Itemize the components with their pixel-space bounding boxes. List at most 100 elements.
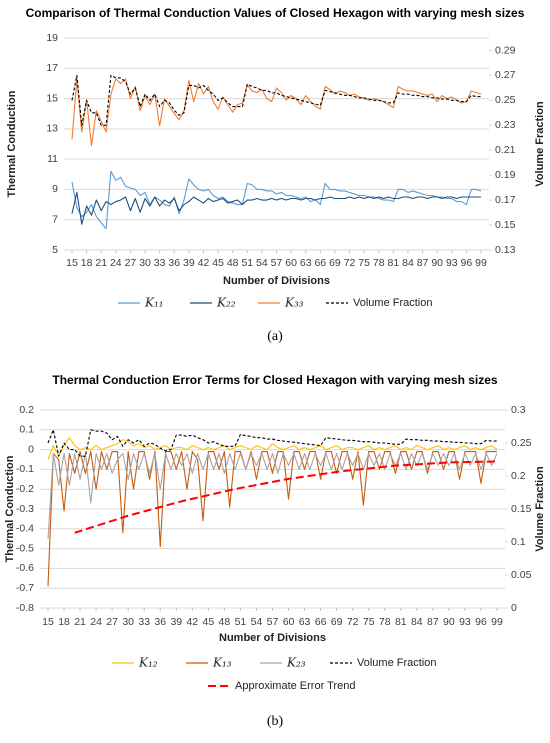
y-tick-label: 0 <box>28 443 34 455</box>
x-tick-label: 99 <box>475 257 487 269</box>
y-tick-label: -0.5 <box>16 542 34 554</box>
caption: (b) <box>267 714 284 729</box>
x-tick-label: 72 <box>347 616 359 628</box>
x-tick-label: 21 <box>74 616 86 628</box>
x-tick-label: 69 <box>329 257 341 269</box>
legend-label: K₂₃ <box>286 656 306 670</box>
y2-tick-label: 0.2 <box>511 470 526 482</box>
legend-label: K₁₁ <box>144 296 164 310</box>
x-tick-label: 57 <box>271 257 283 269</box>
series-line <box>47 437 498 460</box>
x-tick-label: 54 <box>256 257 268 269</box>
series-line <box>74 460 498 534</box>
x-tick-label: 45 <box>203 616 215 628</box>
y2-tick-label: 0.05 <box>511 569 532 581</box>
x-tick-label: 33 <box>138 616 150 628</box>
y-tick-label: 5 <box>52 244 58 256</box>
y-tick-label: -0.2 <box>16 483 34 495</box>
y-axis-title: Thermal Conduction <box>6 90 18 197</box>
x-tick-label: 96 <box>461 257 473 269</box>
y-tick-label: 13 <box>46 123 58 135</box>
x-tick-label: 54 <box>251 616 263 628</box>
y2-tick-label: 0.29 <box>495 44 516 56</box>
y2-tick-label: 0.15 <box>511 503 532 515</box>
legend-label: Approximate Error Trend <box>235 680 355 692</box>
x-tick-label: 36 <box>154 616 166 628</box>
x-tick-label: 90 <box>431 257 443 269</box>
x-tick-label: 30 <box>122 616 134 628</box>
y-tick-label: -0.7 <box>16 582 34 594</box>
x-tick-label: 15 <box>42 616 54 628</box>
x-tick-label: 87 <box>417 257 429 269</box>
x-tick-label: 57 <box>267 616 279 628</box>
x-tick-label: 66 <box>315 616 327 628</box>
y-tick-label: 9 <box>52 183 58 195</box>
y-tick-label: 0.1 <box>19 424 34 436</box>
y-tick-label: 19 <box>46 32 58 44</box>
y2-tick-label: 0.17 <box>495 194 516 206</box>
series-line <box>71 191 481 225</box>
x-tick-label: 18 <box>81 257 93 269</box>
x-tick-label: 33 <box>154 257 166 269</box>
x-tick-label: 42 <box>186 616 198 628</box>
legend-label: K₁₂ <box>138 656 158 670</box>
x-tick-label: 75 <box>358 257 370 269</box>
chart-title: Thermal Conduction Error Terms for Close… <box>52 373 498 387</box>
x-axis-title: Number of Divisions <box>219 632 326 644</box>
x-tick-label: 93 <box>446 257 458 269</box>
y-tick-label: 15 <box>46 92 58 104</box>
x-tick-label: 72 <box>344 257 356 269</box>
y-tick-label: 7 <box>52 213 58 225</box>
y2-axis-title: Volume Fraction <box>534 466 546 552</box>
caption: (a) <box>267 329 283 344</box>
x-tick-label: 69 <box>331 616 343 628</box>
legend-label: Volume Fraction <box>357 657 436 669</box>
y-tick-label: -0.4 <box>16 523 34 535</box>
x-tick-label: 63 <box>299 616 311 628</box>
x-tick-label: 87 <box>427 616 439 628</box>
series-line <box>47 451 497 587</box>
y2-tick-label: 0.15 <box>495 219 516 231</box>
y2-tick-label: 0 <box>511 602 517 614</box>
x-tick-label: 66 <box>314 257 326 269</box>
x-tick-label: 81 <box>388 257 400 269</box>
x-tick-label: 78 <box>379 616 391 628</box>
y-tick-label: -0.6 <box>16 562 34 574</box>
y-axis-title: Thermal Conduction <box>4 455 16 562</box>
x-tick-label: 84 <box>411 616 423 628</box>
legend-label: K₁₃ <box>212 656 232 670</box>
legend-label: K₃₃ <box>284 296 304 310</box>
x-tick-label: 96 <box>475 616 487 628</box>
y-tick-label: 0.2 <box>19 404 34 416</box>
x-tick-label: 24 <box>90 616 102 628</box>
legend-label: K₂₂ <box>216 296 236 310</box>
x-tick-label: 30 <box>139 257 151 269</box>
legend-label: Volume Fraction <box>353 297 432 309</box>
y2-tick-label: 0.23 <box>495 119 516 131</box>
y2-axis-title: Volume Fraction <box>534 101 546 187</box>
x-tick-label: 81 <box>395 616 407 628</box>
x-tick-label: 51 <box>241 257 253 269</box>
y2-tick-label: 0.3 <box>511 404 526 416</box>
y2-tick-label: 0.25 <box>495 94 516 106</box>
series-line <box>71 74 481 126</box>
y-tick-label: -0.3 <box>16 503 34 515</box>
y-tick-label: -0.1 <box>16 463 34 475</box>
series-line <box>71 78 482 147</box>
y2-tick-label: 0.21 <box>495 144 516 156</box>
x-tick-label: 75 <box>363 616 375 628</box>
x-axis-title: Number of Divisions <box>223 275 330 287</box>
x-tick-label: 42 <box>198 257 210 269</box>
chart-title: Comparison of Thermal Conduction Values … <box>26 6 525 20</box>
x-tick-label: 27 <box>106 616 118 628</box>
x-tick-label: 36 <box>168 257 180 269</box>
x-tick-label: 63 <box>300 257 312 269</box>
x-tick-label: 60 <box>285 257 297 269</box>
y2-tick-label: 0.13 <box>495 244 516 256</box>
x-tick-label: 18 <box>58 616 70 628</box>
y2-tick-label: 0.27 <box>495 69 516 81</box>
series-line <box>47 429 497 457</box>
x-tick-label: 99 <box>491 616 503 628</box>
series-line <box>47 453 498 539</box>
